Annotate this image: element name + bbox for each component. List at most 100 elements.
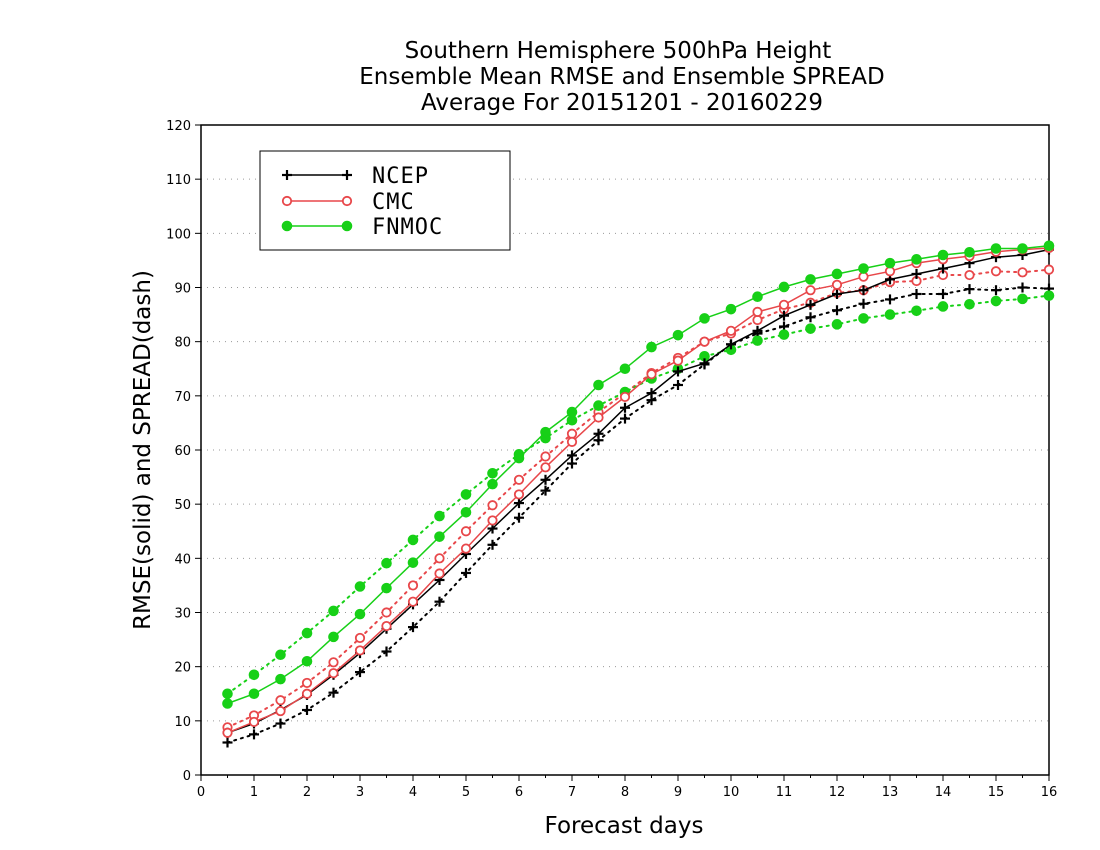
- data-point-fnmoc-rmse: [619, 363, 631, 375]
- data-point-cmc-rmse: [672, 355, 684, 366]
- legend-item-cmc: CMC: [281, 190, 414, 215]
- data-point-fnmoc-spread: [248, 669, 260, 681]
- data-point-cmc-rmse: [725, 325, 737, 336]
- data-point-ncep-rmse: [673, 366, 683, 377]
- data-point-ncep-rmse: [805, 299, 816, 310]
- y-tick-label: 100: [166, 227, 191, 242]
- data-point-fnmoc-rmse: [646, 341, 657, 353]
- series-line-fnmoc-spread: [226, 294, 1050, 695]
- data-point-cmc-spread: [1043, 264, 1055, 275]
- data-point-fnmoc-spread: [328, 605, 339, 617]
- data-point-ncep-rmse: [858, 285, 869, 296]
- y-tick-label: 10: [174, 715, 191, 730]
- data-point-cmc-spread: [354, 632, 366, 644]
- data-point-ncep-rmse: [646, 388, 657, 399]
- data-point-fnmoc-rmse: [672, 329, 684, 341]
- data-point-fnmoc-rmse: [354, 608, 366, 620]
- data-point-cmc-rmse: [487, 515, 498, 526]
- data-point-cmc-spread: [513, 474, 525, 485]
- data-point-ncep-spread: [858, 298, 869, 309]
- data-point-cmc-spread: [566, 428, 578, 439]
- data-point-fnmoc-spread: [1017, 293, 1028, 305]
- data-point-cmc-rmse: [566, 436, 578, 447]
- data-point-ncep-spread: [408, 622, 418, 633]
- series-line-ncep-spread: [226, 286, 1050, 744]
- data-point-ncep-rmse: [620, 402, 630, 413]
- data-point-ncep-spread: [964, 284, 975, 295]
- data-point-cmc-rmse: [593, 412, 604, 423]
- data-point-fnmoc-spread: [937, 301, 949, 312]
- data-point-ncep-rmse: [567, 450, 577, 461]
- x-tick-label: 8: [621, 785, 629, 800]
- y-tick-label: 70: [174, 390, 191, 405]
- data-point-fnmoc-rmse: [487, 478, 498, 490]
- data-point-fnmoc-spread: [752, 335, 763, 346]
- data-point-cmc-spread: [407, 580, 419, 591]
- data-point-fnmoc-rmse: [699, 313, 710, 324]
- data-point-cmc-spread: [328, 657, 339, 668]
- data-point-cmc-spread: [540, 451, 551, 462]
- data-point-ncep-rmse: [514, 498, 524, 509]
- data-point-ncep-spread: [885, 294, 895, 305]
- chart-title-line-1: Southern Hemisphere 500hPa Height: [405, 38, 832, 64]
- data-point-ncep-rmse: [832, 289, 842, 299]
- data-point-ncep-spread: [832, 305, 842, 316]
- data-point-fnmoc-rmse: [566, 406, 578, 418]
- legend-label: NCEP: [372, 164, 429, 189]
- legend-marker-left: [281, 220, 293, 232]
- data-point-cmc-rmse: [513, 489, 525, 500]
- data-point-fnmoc-spread: [354, 581, 366, 592]
- chart-title-line-2: Ensemble Mean RMSE and Ensemble SPREAD: [359, 64, 884, 90]
- x-tick-label: 3: [356, 785, 364, 800]
- data-point-fnmoc-rmse: [858, 263, 869, 274]
- data-point-fnmoc-rmse: [222, 698, 233, 709]
- y-tick-label: 60: [174, 444, 191, 459]
- data-point-fnmoc-rmse: [434, 531, 445, 542]
- data-point-ncep-spread: [222, 737, 233, 748]
- data-point-ncep-spread: [249, 729, 259, 740]
- data-point-fnmoc-spread: [593, 400, 604, 411]
- x-axis-label: Forecast days: [545, 813, 704, 839]
- data-point-fnmoc-spread: [381, 557, 392, 569]
- x-tick-label: 15: [988, 785, 1005, 800]
- data-point-fnmoc-rmse: [593, 379, 604, 391]
- data-point-fnmoc-spread: [407, 534, 419, 546]
- legend-label: FNMOC: [372, 215, 443, 240]
- data-point-ncep-spread: [434, 596, 445, 607]
- data-point-fnmoc-rmse: [301, 655, 313, 667]
- data-point-fnmoc-rmse: [805, 274, 816, 285]
- data-point-cmc-rmse: [222, 727, 233, 738]
- data-point-fnmoc-spread: [1043, 290, 1055, 301]
- data-point-fnmoc-spread: [301, 627, 313, 639]
- series-ncep-spread: [222, 282, 1054, 748]
- data-point-cmc-rmse: [328, 668, 339, 679]
- data-point-ncep-rmse: [938, 263, 948, 274]
- data-point-ncep-spread: [381, 646, 392, 657]
- series-fnmoc-spread: [222, 290, 1055, 700]
- data-point-ncep-rmse: [699, 358, 710, 369]
- data-point-ncep-spread: [911, 289, 922, 299]
- data-point-ncep-spread: [514, 512, 524, 523]
- x-tick-label: 11: [776, 785, 793, 800]
- chart-title-line-3: Average For 20151201 - 20160229: [421, 90, 823, 116]
- data-point-cmc-spread: [460, 526, 472, 537]
- data-point-fnmoc-rmse: [328, 631, 339, 643]
- data-point-cmc-rmse: [540, 462, 551, 473]
- data-point-fnmoc-rmse: [990, 243, 1002, 254]
- data-point-fnmoc-spread: [460, 489, 472, 500]
- data-point-fnmoc-rmse: [778, 281, 790, 293]
- data-point-cmc-rmse: [805, 285, 816, 296]
- legend-marker-right: [342, 170, 352, 180]
- data-point-ncep-spread: [938, 289, 948, 299]
- y-tick-label: 90: [174, 282, 191, 297]
- data-point-fnmoc-spread: [911, 305, 922, 317]
- series-line-ncep-rmse: [227, 248, 1050, 734]
- data-point-cmc-rmse: [434, 568, 445, 579]
- data-point-ncep-spread: [540, 485, 551, 496]
- data-point-fnmoc-rmse: [964, 246, 975, 258]
- data-point-fnmoc-spread: [884, 309, 896, 320]
- x-tick-label: 13: [882, 785, 899, 800]
- data-point-fnmoc-spread: [964, 298, 975, 310]
